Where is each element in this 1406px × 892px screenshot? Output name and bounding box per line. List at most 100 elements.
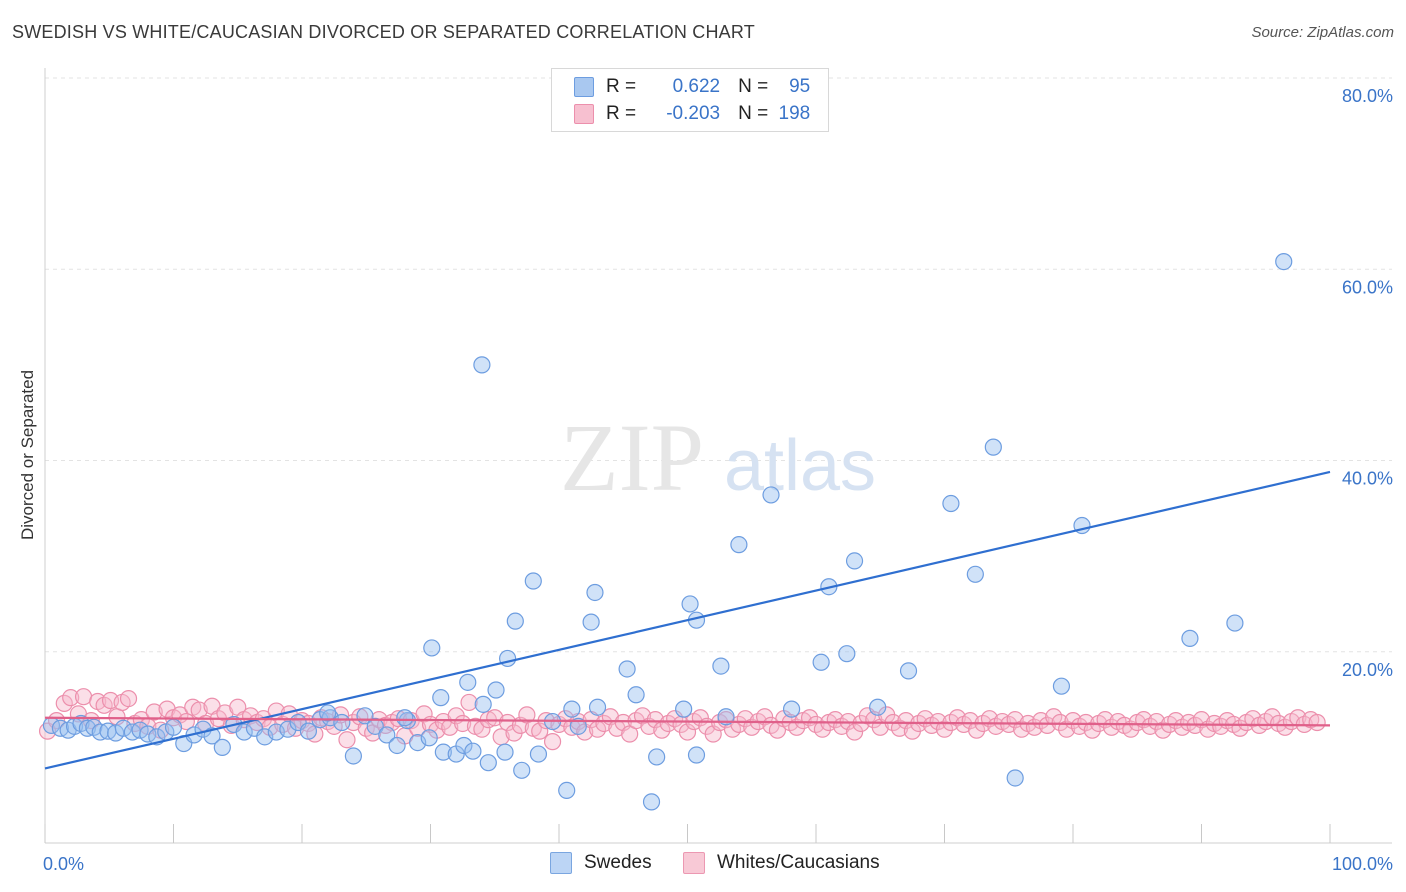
point-whites-caucasians bbox=[119, 690, 138, 708]
axes bbox=[44, 68, 1392, 844]
point-swedes bbox=[762, 486, 780, 504]
point-whites-caucasians bbox=[531, 722, 549, 740]
point-swedes bbox=[984, 438, 1002, 456]
point-whites-caucasians bbox=[1308, 713, 1326, 732]
point-whites-caucasians bbox=[961, 711, 979, 730]
point-whites-caucasians bbox=[499, 713, 517, 732]
legend-r-label: R = bbox=[606, 76, 637, 97]
legend-swatch-swedes bbox=[574, 77, 594, 97]
grid-lines bbox=[45, 77, 1392, 653]
point-whites-caucasians bbox=[730, 715, 748, 734]
point-swedes bbox=[582, 613, 600, 631]
point-whites-caucasians bbox=[1083, 721, 1101, 739]
point-whites-caucasians bbox=[1212, 717, 1230, 735]
point-swedes bbox=[730, 536, 748, 554]
point-swedes bbox=[506, 612, 524, 630]
point-whites-caucasians bbox=[415, 705, 433, 723]
point-swedes bbox=[869, 698, 887, 716]
point-whites-caucasians bbox=[338, 731, 356, 749]
point-swedes bbox=[588, 698, 607, 716]
legend-r-value: -0.203 bbox=[666, 103, 721, 124]
point-swedes bbox=[899, 662, 918, 680]
point-swedes bbox=[434, 743, 452, 761]
point-whites-caucasians bbox=[743, 718, 761, 736]
point-swedes bbox=[1181, 629, 1199, 647]
bottom-legend-label-swedes: Swedes bbox=[584, 852, 652, 873]
point-swedes bbox=[942, 494, 960, 513]
point-whites-caucasians bbox=[563, 718, 581, 736]
point-swedes bbox=[1006, 769, 1024, 787]
point-whites-caucasians bbox=[1276, 718, 1294, 736]
y-tick-label: 80.0% bbox=[1342, 86, 1393, 106]
point-swedes bbox=[648, 748, 666, 766]
point-whites-caucasians bbox=[646, 711, 664, 729]
tick-labels: 20.0% 40.0% 60.0% 80.0% 0.0% 100.0% bbox=[43, 86, 1393, 874]
point-whites-caucasians bbox=[595, 714, 613, 733]
point-swedes bbox=[1052, 677, 1071, 695]
point-whites-caucasians bbox=[633, 707, 652, 725]
point-whites-caucasians bbox=[145, 703, 163, 721]
point-whites-caucasians bbox=[1038, 716, 1056, 734]
point-whites-caucasians bbox=[968, 721, 986, 739]
point-swedes bbox=[213, 738, 231, 756]
point-swedes bbox=[529, 745, 548, 763]
legend-n-value: 198 bbox=[778, 103, 811, 124]
point-swedes bbox=[627, 686, 645, 704]
watermark: ZIP atlas bbox=[560, 404, 876, 511]
point-swedes bbox=[114, 719, 132, 737]
point-whites-caucasians bbox=[556, 710, 575, 728]
point-whites-caucasians bbox=[813, 720, 832, 738]
point-swedes bbox=[812, 653, 830, 671]
point-swedes bbox=[319, 704, 337, 722]
bottom-legend: Swedes Whites/Caucasians bbox=[0, 852, 1406, 876]
point-whites-caucasians bbox=[1012, 720, 1031, 738]
point-swedes bbox=[396, 709, 414, 727]
point-whites-caucasians bbox=[897, 711, 915, 730]
point-swedes bbox=[131, 721, 149, 739]
legend-n-label: N = bbox=[738, 76, 769, 97]
data-points bbox=[38, 253, 1326, 811]
trend-lines bbox=[44, 470, 1331, 770]
point-whites-caucasians bbox=[755, 708, 774, 726]
point-swedes bbox=[966, 565, 984, 583]
point-swedes bbox=[513, 761, 531, 779]
legend: R = 0.622 N = 95 R = -0.203 N = 198 bbox=[551, 68, 829, 132]
point-swedes bbox=[618, 660, 636, 678]
point-swedes bbox=[333, 713, 351, 732]
point-swedes bbox=[473, 356, 491, 374]
trend-line-whites-caucasians bbox=[44, 716, 1331, 727]
legend-r-label: R = bbox=[606, 103, 637, 124]
x-tick-label: 100.0% bbox=[1332, 854, 1393, 874]
point-swedes bbox=[838, 645, 856, 663]
point-swedes bbox=[78, 719, 97, 737]
bottom-legend-swatch-swedes bbox=[550, 852, 572, 874]
point-whites-caucasians bbox=[1051, 713, 1069, 732]
point-swedes bbox=[455, 736, 473, 755]
point-swedes bbox=[464, 742, 482, 760]
point-swedes bbox=[1275, 253, 1293, 271]
point-swedes bbox=[366, 717, 384, 735]
point-whites-caucasians bbox=[935, 720, 954, 738]
point-whites-caucasians bbox=[55, 694, 73, 712]
legend-row-whites: R = -0.203 N = 198 bbox=[574, 102, 810, 126]
point-swedes bbox=[164, 718, 183, 736]
point-swedes bbox=[235, 723, 253, 741]
bottom-legend-label-whites: Whites/Caucasians bbox=[717, 852, 880, 873]
point-swedes bbox=[299, 722, 318, 740]
point-swedes bbox=[563, 700, 581, 718]
point-swedes bbox=[1226, 614, 1244, 632]
point-swedes bbox=[642, 793, 661, 811]
point-swedes bbox=[479, 754, 497, 772]
bottom-legend-swatch-whites bbox=[683, 852, 705, 874]
point-whites-caucasians bbox=[826, 711, 844, 729]
point-whites-caucasians bbox=[678, 723, 697, 741]
legend-n-label: N = bbox=[738, 103, 769, 124]
point-swedes bbox=[378, 726, 396, 744]
y-axis-label: Divorced or Separated bbox=[18, 369, 37, 541]
point-swedes bbox=[459, 673, 477, 691]
chart-title: SWEDISH VS WHITE/CAUCASIAN DIVORCED OR S… bbox=[12, 22, 755, 42]
point-whites-caucasians bbox=[948, 709, 966, 727]
point-whites-caucasians bbox=[1057, 720, 1076, 738]
point-swedes bbox=[420, 729, 438, 747]
point-whites-caucasians bbox=[460, 693, 478, 712]
